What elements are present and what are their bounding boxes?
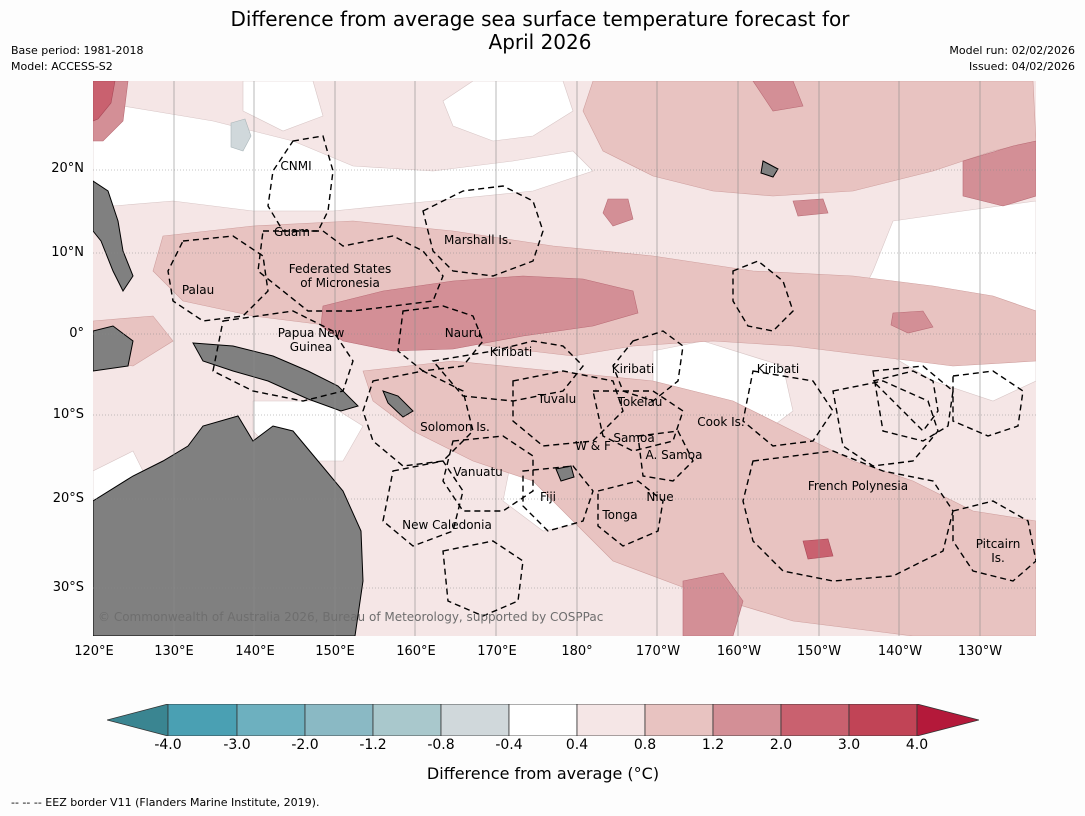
solomon-land: [382, 390, 414, 418]
model-name: Model: ACCESS-S2: [11, 60, 113, 73]
label-png-line-1: Papua New: [277, 326, 345, 340]
colorbar-swatch-11: [848, 704, 918, 736]
lon-label-160w: 160°W: [716, 644, 762, 659]
label-kiribati-west: Kiribati: [489, 345, 533, 359]
label-palau: Palau: [181, 283, 215, 297]
label-wallis-futuna: W & F: [575, 439, 611, 453]
lon-label-130w: 130°W: [957, 644, 1003, 659]
lon-label-120e: 120°E: [74, 644, 114, 659]
eez-borders: [167, 135, 1036, 617]
map-canvas: [93, 81, 1036, 636]
lon-label-180: 180°: [561, 644, 593, 659]
new-guinea-land: [192, 342, 359, 412]
label-tonga: Tonga: [602, 508, 638, 522]
base-period: Base period: 1981-2018: [11, 44, 144, 57]
lon-label-170w: 170°W: [635, 644, 681, 659]
colorbar-tick-10: 3.0: [837, 737, 861, 753]
label-marshall: Marshall Is.: [444, 233, 512, 247]
meta-right: Model run: 02/02/2026 Issued: 04/02/2026: [949, 43, 1075, 75]
label-pitcairn: Pitcairn Is.: [976, 537, 1021, 565]
colorbar-swatch-1: [167, 704, 238, 736]
colorbar-swatch-12: [916, 704, 979, 736]
label-fsm-line-1: Federated States: [288, 262, 392, 276]
label-new-caledonia: New Caledonia: [402, 518, 492, 532]
philippines-land: [93, 180, 134, 292]
colorbar-swatch-0: [107, 704, 169, 736]
colorbar-swatch-3: [304, 704, 374, 736]
label-fsm-line-2: of Micronesia: [300, 276, 380, 290]
sst-anomaly-map[interactable]: CNMI Guam Marshall Is. Federated States …: [93, 81, 1036, 636]
anomaly-2.0-3.0: [93, 81, 834, 560]
colorbar-title: Difference from average (°C): [426, 764, 660, 783]
label-vanuatu: Vanuatu: [453, 465, 503, 479]
title-line-2: April 2026: [488, 30, 592, 54]
lon-label-150w: 150°W: [796, 644, 842, 659]
label-cnmi: CNMI: [280, 159, 312, 173]
colorbar-tick-4: -0.8: [427, 737, 455, 753]
borneo-land: [93, 325, 134, 372]
colorbar-swatch-10: [780, 704, 850, 736]
label-pitcairn-line-2: Is.: [991, 551, 1005, 565]
colorbar-swatch-5: [440, 704, 510, 736]
label-fiji: Fiji: [539, 490, 557, 504]
lat-label-0: 0°: [69, 326, 84, 341]
land: [93, 160, 779, 636]
eez-footnote: -- -- -- EEZ border V11 (Flanders Marine…: [11, 796, 320, 809]
colorbar-swatch-8: [644, 704, 714, 736]
lon-label-140e: 140°E: [235, 644, 275, 659]
colorbar-swatch-4: [372, 704, 442, 736]
lon-label-170e: 170°E: [477, 644, 517, 659]
anomaly-negative: [230, 118, 252, 152]
colorbar: [107, 704, 979, 736]
colorbar-tick-0: -4.0: [154, 737, 182, 753]
label-png-line-2: Guinea: [289, 340, 333, 354]
lat-label-10n: 10°N: [51, 245, 84, 260]
label-fsm: Federated States of Micronesia: [289, 262, 391, 290]
label-niue: Niue: [646, 490, 674, 504]
copyright-note: © Commonwealth of Australia 2026, Bureau…: [98, 610, 604, 624]
label-tokelau: Tokelau: [617, 395, 663, 409]
lon-label-130e: 130°E: [154, 644, 194, 659]
colorbar-tick-5: -0.4: [495, 737, 523, 753]
colorbar-tick-3: -1.2: [359, 737, 387, 753]
colorbar-swatch-9: [712, 704, 782, 736]
colorbar-swatch-7: [576, 704, 646, 736]
lat-label-10s: 10°S: [52, 407, 84, 422]
colorbar-tick-6: 0.4: [565, 737, 589, 753]
colorbar-tick-7: 0.8: [633, 737, 657, 753]
label-cook: Cook Is.: [697, 415, 745, 429]
label-solomon: Solomon Is.: [420, 420, 490, 434]
lat-label-30s: 30°S: [52, 580, 84, 595]
label-png: Papua New Guinea: [278, 326, 345, 354]
label-american-samoa: A. Samoa: [645, 448, 703, 462]
colorbar-tick-8: 1.2: [701, 737, 725, 753]
issued-date: Issued: 04/02/2026: [968, 60, 1075, 73]
label-kiribati-central: Kiribati: [611, 362, 655, 376]
label-guam: Guam: [274, 225, 310, 239]
lon-label-140w: 140°W: [877, 644, 923, 659]
label-kiribati-east: Kiribati: [756, 362, 800, 376]
colorbar-tick-1: -3.0: [223, 737, 251, 753]
label-french-polynesia: French Polynesia: [807, 479, 909, 493]
model-run: Model run: 02/02/2026: [949, 44, 1075, 57]
lon-label-160e: 160°E: [396, 644, 436, 659]
colorbar-tick-9: 2.0: [769, 737, 793, 753]
lat-label-20n: 20°N: [51, 161, 84, 176]
label-nauru: Nauru: [444, 326, 482, 340]
meta-left: Base period: 1981-2018 Model: ACCESS-S2: [11, 43, 143, 75]
title-line-1: Difference from average sea surface temp…: [230, 7, 850, 31]
colorbar-swatch-2: [236, 704, 306, 736]
lat-label-20s: 20°S: [52, 491, 84, 506]
colorbar-tick-11: 4.0: [905, 737, 929, 753]
label-samoa: Samoa: [613, 431, 655, 445]
lon-label-150e: 150°E: [315, 644, 355, 659]
label-pitcairn-line-1: Pitcairn: [975, 537, 1021, 551]
australia-land: [93, 415, 364, 636]
label-tuvalu: Tuvalu: [537, 392, 577, 406]
hawaii-land: [760, 160, 779, 178]
colorbar-swatch-6: [508, 704, 578, 736]
page-title: Difference from average sea surface temp…: [170, 8, 910, 54]
colorbar-tick-2: -2.0: [291, 737, 319, 753]
